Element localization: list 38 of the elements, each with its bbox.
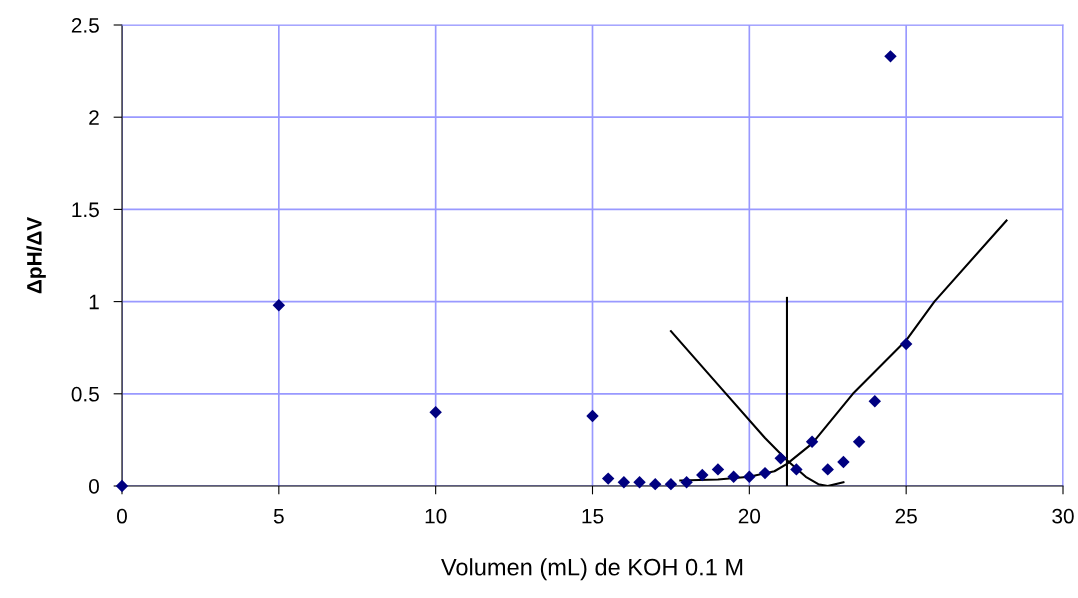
- x-axis-title: Volumen (mL) de KOH 0.1 M: [441, 558, 743, 581]
- x-tick-label: 20: [738, 508, 761, 524]
- y-tick-label: 2: [89, 110, 99, 125]
- point: [586, 409, 599, 423]
- x-tick-label: 25: [895, 508, 917, 524]
- point: [633, 476, 646, 489]
- x-tick-label: 0: [117, 508, 127, 524]
- y-tick-label: 1.5: [72, 202, 99, 218]
- point: [837, 455, 850, 469]
- x-tick-label: 15: [582, 508, 604, 524]
- point: [429, 406, 442, 419]
- point: [743, 470, 756, 483]
- point: [617, 476, 631, 489]
- point: [758, 466, 772, 480]
- x-tick-label: 5: [273, 508, 284, 524]
- x-tick-label: 30: [1052, 508, 1074, 524]
- point: [649, 477, 662, 491]
- point: [774, 452, 787, 465]
- y-tick-label: 0.5: [71, 386, 99, 402]
- y-tick-label: 0: [89, 479, 99, 494]
- point: [727, 470, 740, 483]
- point: [868, 394, 882, 408]
- y-tick-label: 1: [89, 294, 99, 310]
- x-tick-label: 10: [425, 508, 447, 524]
- y-axis-title: ΔpH/ΔV: [26, 216, 46, 294]
- point: [696, 468, 709, 482]
- point: [821, 463, 834, 476]
- point: [272, 299, 286, 312]
- point: [899, 337, 913, 351]
- point: [790, 463, 803, 476]
- point: [680, 476, 693, 489]
- point: [884, 50, 897, 63]
- point: [711, 463, 725, 476]
- y-tick-label: 2.5: [71, 18, 99, 33]
- point: [805, 435, 819, 448]
- point: [601, 472, 615, 485]
- point: [664, 477, 678, 491]
- point: [852, 435, 866, 448]
